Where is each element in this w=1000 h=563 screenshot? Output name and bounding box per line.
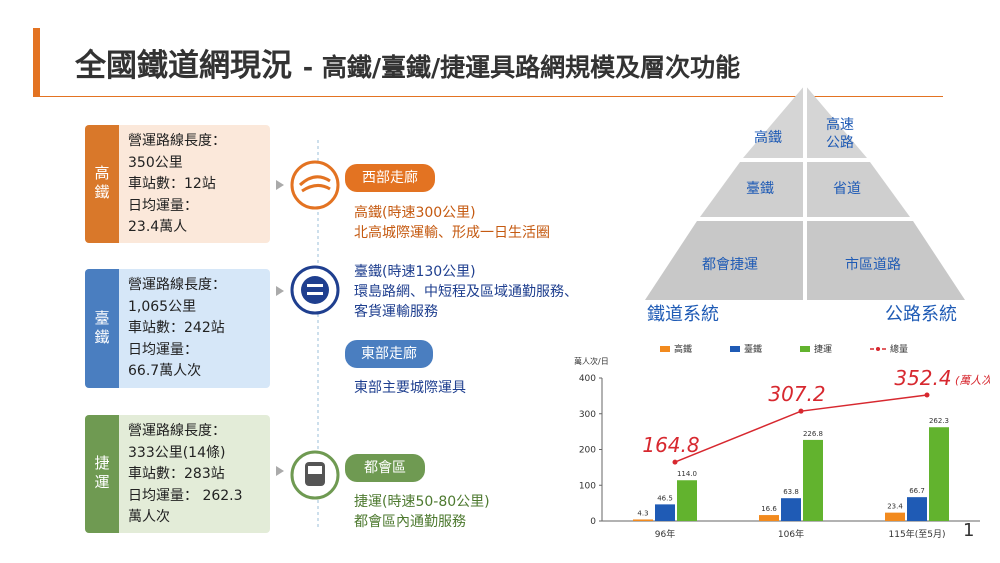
corridor-text: 高鐵(時速300公里) 北高城際運輸、形成一日生活圈 bbox=[354, 203, 550, 243]
card-line: 日均運量： 262.3 bbox=[128, 487, 243, 504]
card-line: 營運路線長度： bbox=[128, 423, 226, 439]
card-line: 66.7萬人次 bbox=[128, 363, 202, 379]
x-tick-label: 115年(至5月) bbox=[889, 528, 946, 540]
line: 都會區內通勤服務 bbox=[354, 514, 466, 530]
data-label: 262.3 bbox=[929, 417, 949, 425]
line: 捷運(時速50-80公里) bbox=[354, 494, 490, 510]
y-axis-label: 萬人次/日 bbox=[574, 356, 609, 366]
corridor-label: 都會區 bbox=[345, 454, 425, 482]
title-rule bbox=[33, 96, 943, 97]
pyramid-axis-label: 鐵道系統 bbox=[647, 304, 719, 325]
title-bar bbox=[33, 28, 40, 96]
legend-swatch bbox=[876, 347, 880, 351]
pyramid-label: 高鐵 bbox=[754, 129, 782, 146]
card-line: 車站數：242站 bbox=[128, 320, 225, 336]
line: 環島路網、中短程及區域通勤服務、 bbox=[354, 284, 578, 300]
card-line: 車站數：12站 bbox=[128, 176, 216, 192]
legend-label: 臺鐵 bbox=[744, 343, 762, 355]
data-label: 226.8 bbox=[803, 430, 823, 438]
line-label: 164.8 bbox=[642, 433, 699, 457]
card-line: 營運路線長度： bbox=[128, 133, 226, 149]
bar bbox=[781, 498, 801, 521]
corridor-text: 臺鐵(時速130公里) 環島路網、中短程及區域通勤服務、 客貨運輸服務 bbox=[354, 262, 578, 322]
data-label: 4.3 bbox=[637, 509, 648, 517]
x-tick-label: 96年 bbox=[655, 528, 675, 540]
card-line: 333公里(14條) bbox=[128, 444, 226, 461]
bar bbox=[885, 512, 905, 521]
card: 臺鐵 營運路線長度： 1,065公里車站數：242站 日均運量： 66.7萬人次 bbox=[85, 269, 270, 388]
page-number: 1 bbox=[963, 520, 975, 541]
data-label: 46.5 bbox=[657, 494, 673, 502]
annotation: (萬人次/日) bbox=[955, 374, 990, 387]
legend-swatch bbox=[800, 346, 810, 352]
pyramid-axis-label: 公路系統 bbox=[885, 304, 957, 325]
legend-swatch bbox=[730, 346, 740, 352]
legend-label: 總量 bbox=[890, 343, 908, 355]
y-tick-label: 0 bbox=[590, 517, 596, 527]
card-line: 營運路線長度： bbox=[128, 277, 226, 293]
card-line: 1,065公里 bbox=[128, 298, 197, 315]
card-text: 營運路線長度： 1,065公里車站數：242站 日均運量： 66.7萬人次 bbox=[128, 275, 226, 383]
chart: 萬人次/日 0 100 200 300 400 高鐵 臺鐵 捷運 總量 96年 106年 115年(至5… bbox=[570, 338, 990, 553]
data-label: 23.4 bbox=[887, 503, 903, 511]
bar bbox=[759, 515, 779, 521]
card-text: 營運路線長度： 350公里車站數：12站 日均運量： 23.4萬人 bbox=[128, 131, 226, 239]
line: 北高城際運輸、形成一日生活圈 bbox=[354, 225, 550, 241]
corridor-text: 東部主要城際運具 bbox=[354, 380, 466, 396]
bar bbox=[655, 504, 675, 521]
legend-label: 高鐵 bbox=[674, 343, 692, 355]
data-label: 114.0 bbox=[677, 470, 697, 478]
corridor-text: 捷運(時速50-80公里) 都會區內通勤服務 bbox=[354, 492, 490, 532]
data-label: 66.7 bbox=[909, 487, 925, 495]
title: 全國鐵道網現況 - 高鐵/臺鐵/捷運具路網規模及層次功能 bbox=[75, 40, 740, 85]
y-tick-label: 400 bbox=[579, 374, 596, 384]
card-line: 日均運量： bbox=[128, 341, 198, 358]
card-label: 臺鐵 bbox=[85, 269, 119, 388]
bar bbox=[677, 480, 697, 521]
pyramid-label: 臺鐵 bbox=[746, 180, 774, 197]
line: 高鐵(時速300公里) bbox=[354, 205, 476, 221]
line: 臺鐵(時速130公里) bbox=[354, 264, 476, 280]
title-sub: - 高鐵/臺鐵/捷運具路網規模及層次功能 bbox=[302, 53, 741, 82]
legend-swatch bbox=[660, 346, 670, 352]
corridor-label: 西部走廊 bbox=[345, 164, 435, 192]
y-tick-label: 200 bbox=[579, 446, 596, 456]
card-line: 日均運量： bbox=[128, 197, 198, 214]
data-label: 16.6 bbox=[761, 505, 777, 513]
data-label: 63.8 bbox=[783, 488, 799, 496]
pyramid: 高鐵 高速公路 臺鐵 省道 都會捷運 市區道路 鐵道系統 公路系統 bbox=[645, 85, 965, 325]
legend-label: 捷運 bbox=[814, 343, 832, 355]
card-label: 高鐵 bbox=[85, 125, 119, 243]
line-point bbox=[924, 392, 930, 398]
x-tick-label: 106年 bbox=[778, 528, 804, 540]
pyramid-label: 省道 bbox=[833, 181, 861, 197]
card: 高鐵 營運路線長度： 350公里車站數：12站 日均運量： 23.4萬人 bbox=[85, 125, 270, 243]
title-main: 全國鐵道網現況 bbox=[75, 48, 292, 84]
pyramid-label: 高速公路 bbox=[826, 116, 854, 151]
line: 客貨運輸服務 bbox=[354, 304, 438, 320]
line-point bbox=[798, 408, 804, 414]
card-text: 營運路線長度： 333公里(14條) 車站數：283站日均運量： 262.3 萬人次 bbox=[128, 421, 243, 529]
card-line: 車站數：283站 bbox=[128, 466, 225, 482]
icons bbox=[276, 140, 340, 530]
card: 捷運 營運路線長度： 333公里(14條) 車站數：283站日均運量： 262.3 萬人… bbox=[85, 415, 270, 533]
y-tick-label: 300 bbox=[579, 410, 596, 420]
bar bbox=[907, 497, 927, 521]
bar bbox=[803, 439, 823, 521]
pyramid-label: 市區道路 bbox=[845, 256, 901, 273]
card-line: 23.4萬人 bbox=[128, 219, 188, 235]
line-label: 352.4 bbox=[894, 366, 951, 390]
card-line: 萬人次 bbox=[128, 509, 170, 525]
line-label: 307.2 bbox=[768, 382, 825, 406]
bar bbox=[633, 519, 653, 521]
corridor-label: 東部走廊 bbox=[345, 340, 433, 368]
bar bbox=[929, 427, 949, 521]
y-tick-label: 100 bbox=[579, 481, 596, 491]
line-point bbox=[672, 459, 678, 465]
card-label: 捷運 bbox=[85, 415, 119, 533]
card-line: 350公里 bbox=[128, 154, 183, 171]
pyramid-label: 都會捷運 bbox=[702, 257, 758, 273]
